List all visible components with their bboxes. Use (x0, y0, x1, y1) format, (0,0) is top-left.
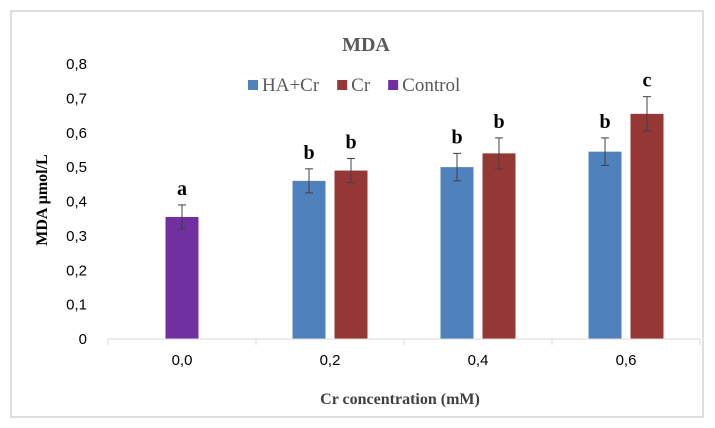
y-tick-label: 0,4 (66, 194, 87, 211)
x-tick-label: 0,2 (320, 352, 341, 369)
legend-swatch (248, 80, 258, 90)
error-bar (601, 137, 609, 166)
bar-cr (482, 153, 516, 339)
error-bar (643, 96, 651, 132)
y-tick-label: 0,8 (66, 56, 87, 73)
x-axis-title: Cr concentration (mM) (320, 391, 480, 408)
y-tick-label: 0,2 (66, 262, 87, 279)
bar-ha-cr (588, 151, 622, 339)
significance-label: b (303, 142, 314, 164)
y-tick-label: 0 (79, 331, 87, 348)
error-bar (495, 137, 503, 170)
y-axis-title: MDA µmol/L (34, 154, 51, 245)
legend-swatch (337, 80, 348, 90)
significance-label: c (643, 70, 652, 92)
y-tick-label: 0,5 (66, 159, 87, 176)
bar-ha-cr (292, 180, 326, 339)
y-tick-label: 0,7 (66, 90, 87, 107)
chart-title: MDA (342, 34, 390, 56)
bar-control (165, 216, 199, 339)
legend-label: HA+Cr (262, 75, 320, 96)
bar-cr (334, 170, 368, 339)
x-axis: 0,0 0,2 0,4 0,6 (107, 338, 701, 369)
bars: a b b b b b c (165, 70, 664, 339)
x-tick-label: 0,6 (616, 352, 637, 369)
bar-ha-cr (440, 167, 474, 339)
error-bar (305, 168, 313, 194)
significance-label: b (493, 111, 504, 133)
legend-label: Cr (351, 75, 371, 96)
error-bar (347, 158, 355, 184)
significance-label: b (451, 126, 462, 148)
significance-label: a (177, 178, 187, 200)
y-tick-label: 0,6 (66, 125, 87, 142)
y-axis: 0 0,1 0,2 0,3 0,4 0,5 0,6 0,7 0,8 (66, 56, 87, 348)
y-tick-label: 0,1 (66, 297, 87, 314)
legend: HA+Cr Cr Control (248, 75, 460, 96)
legend-swatch (388, 80, 399, 90)
error-bar (453, 152, 461, 182)
bar-cr (630, 113, 664, 339)
error-bar (178, 204, 186, 230)
x-tick-label: 0,4 (468, 352, 489, 369)
legend-label: Control (402, 75, 460, 96)
y-tick-label: 0,3 (66, 228, 87, 245)
significance-label: b (345, 132, 356, 154)
x-tick-label: 0,0 (172, 352, 193, 369)
significance-label: b (599, 111, 610, 133)
